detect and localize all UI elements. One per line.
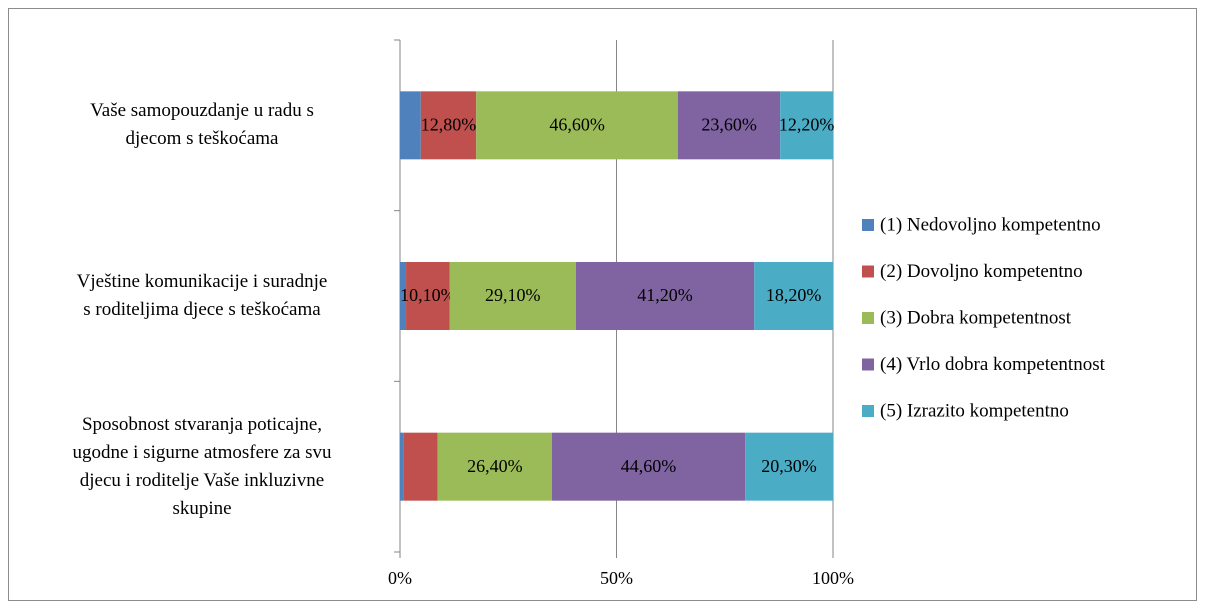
data-label: 20,30% — [761, 456, 817, 476]
legend-label: (5) Izrazito kompetentno — [880, 400, 1069, 421]
bar-segment — [476, 91, 678, 160]
bar-segment — [551, 432, 746, 501]
data-label: 41,20% — [637, 285, 693, 305]
data-label: 44,60% — [621, 456, 677, 476]
bar-segment — [575, 262, 755, 330]
legend-label: (1) Nedovoljno kompetentno — [880, 214, 1101, 235]
bar-segment — [403, 432, 438, 501]
bar-segment — [400, 91, 421, 160]
bar-segment — [677, 91, 781, 160]
bar-segment — [400, 432, 404, 501]
data-label: 12,80% — [421, 114, 477, 134]
data-label: 23,60% — [701, 114, 757, 134]
legend-label: (4) Vrlo dobra kompetentnost — [880, 354, 1106, 375]
x-tick-label: 0% — [388, 568, 412, 588]
bar-segment — [420, 91, 477, 160]
legend-swatch — [862, 358, 874, 371]
bar-segment — [406, 262, 450, 330]
bar-segment — [449, 262, 576, 330]
legend-swatch — [862, 219, 874, 231]
bar-segment — [400, 262, 407, 330]
data-label: 18,20% — [766, 285, 822, 305]
x-tick-label: 50% — [600, 568, 633, 588]
legend-swatch — [862, 312, 874, 324]
bar-segment — [780, 91, 833, 160]
legend-swatch — [862, 405, 874, 417]
y-tick-label: Vaše samopouzdanje u radu s djecom s teš… — [90, 100, 314, 150]
data-label: 10,10% — [400, 285, 456, 305]
data-label: 12,20% — [779, 114, 835, 134]
data-label: 46,60% — [549, 114, 605, 134]
data-label: 26,40% — [467, 456, 523, 476]
bar-segment — [437, 432, 552, 501]
bar-segment — [754, 262, 833, 330]
bar-segment — [745, 432, 833, 501]
x-tick-label: 100% — [812, 568, 854, 588]
legend-label: (3) Dobra kompetentnost — [880, 307, 1072, 328]
legend-label: (2) Dovoljno kompetentno — [880, 261, 1083, 282]
legend-swatch — [862, 265, 874, 278]
data-label: 29,10% — [485, 285, 541, 305]
y-tick-label: Vještine komunikacije i suradnje s rodit… — [76, 271, 328, 320]
y-tick-label: Sposobnost stvaranja poticajne, ugodne i… — [72, 413, 332, 519]
